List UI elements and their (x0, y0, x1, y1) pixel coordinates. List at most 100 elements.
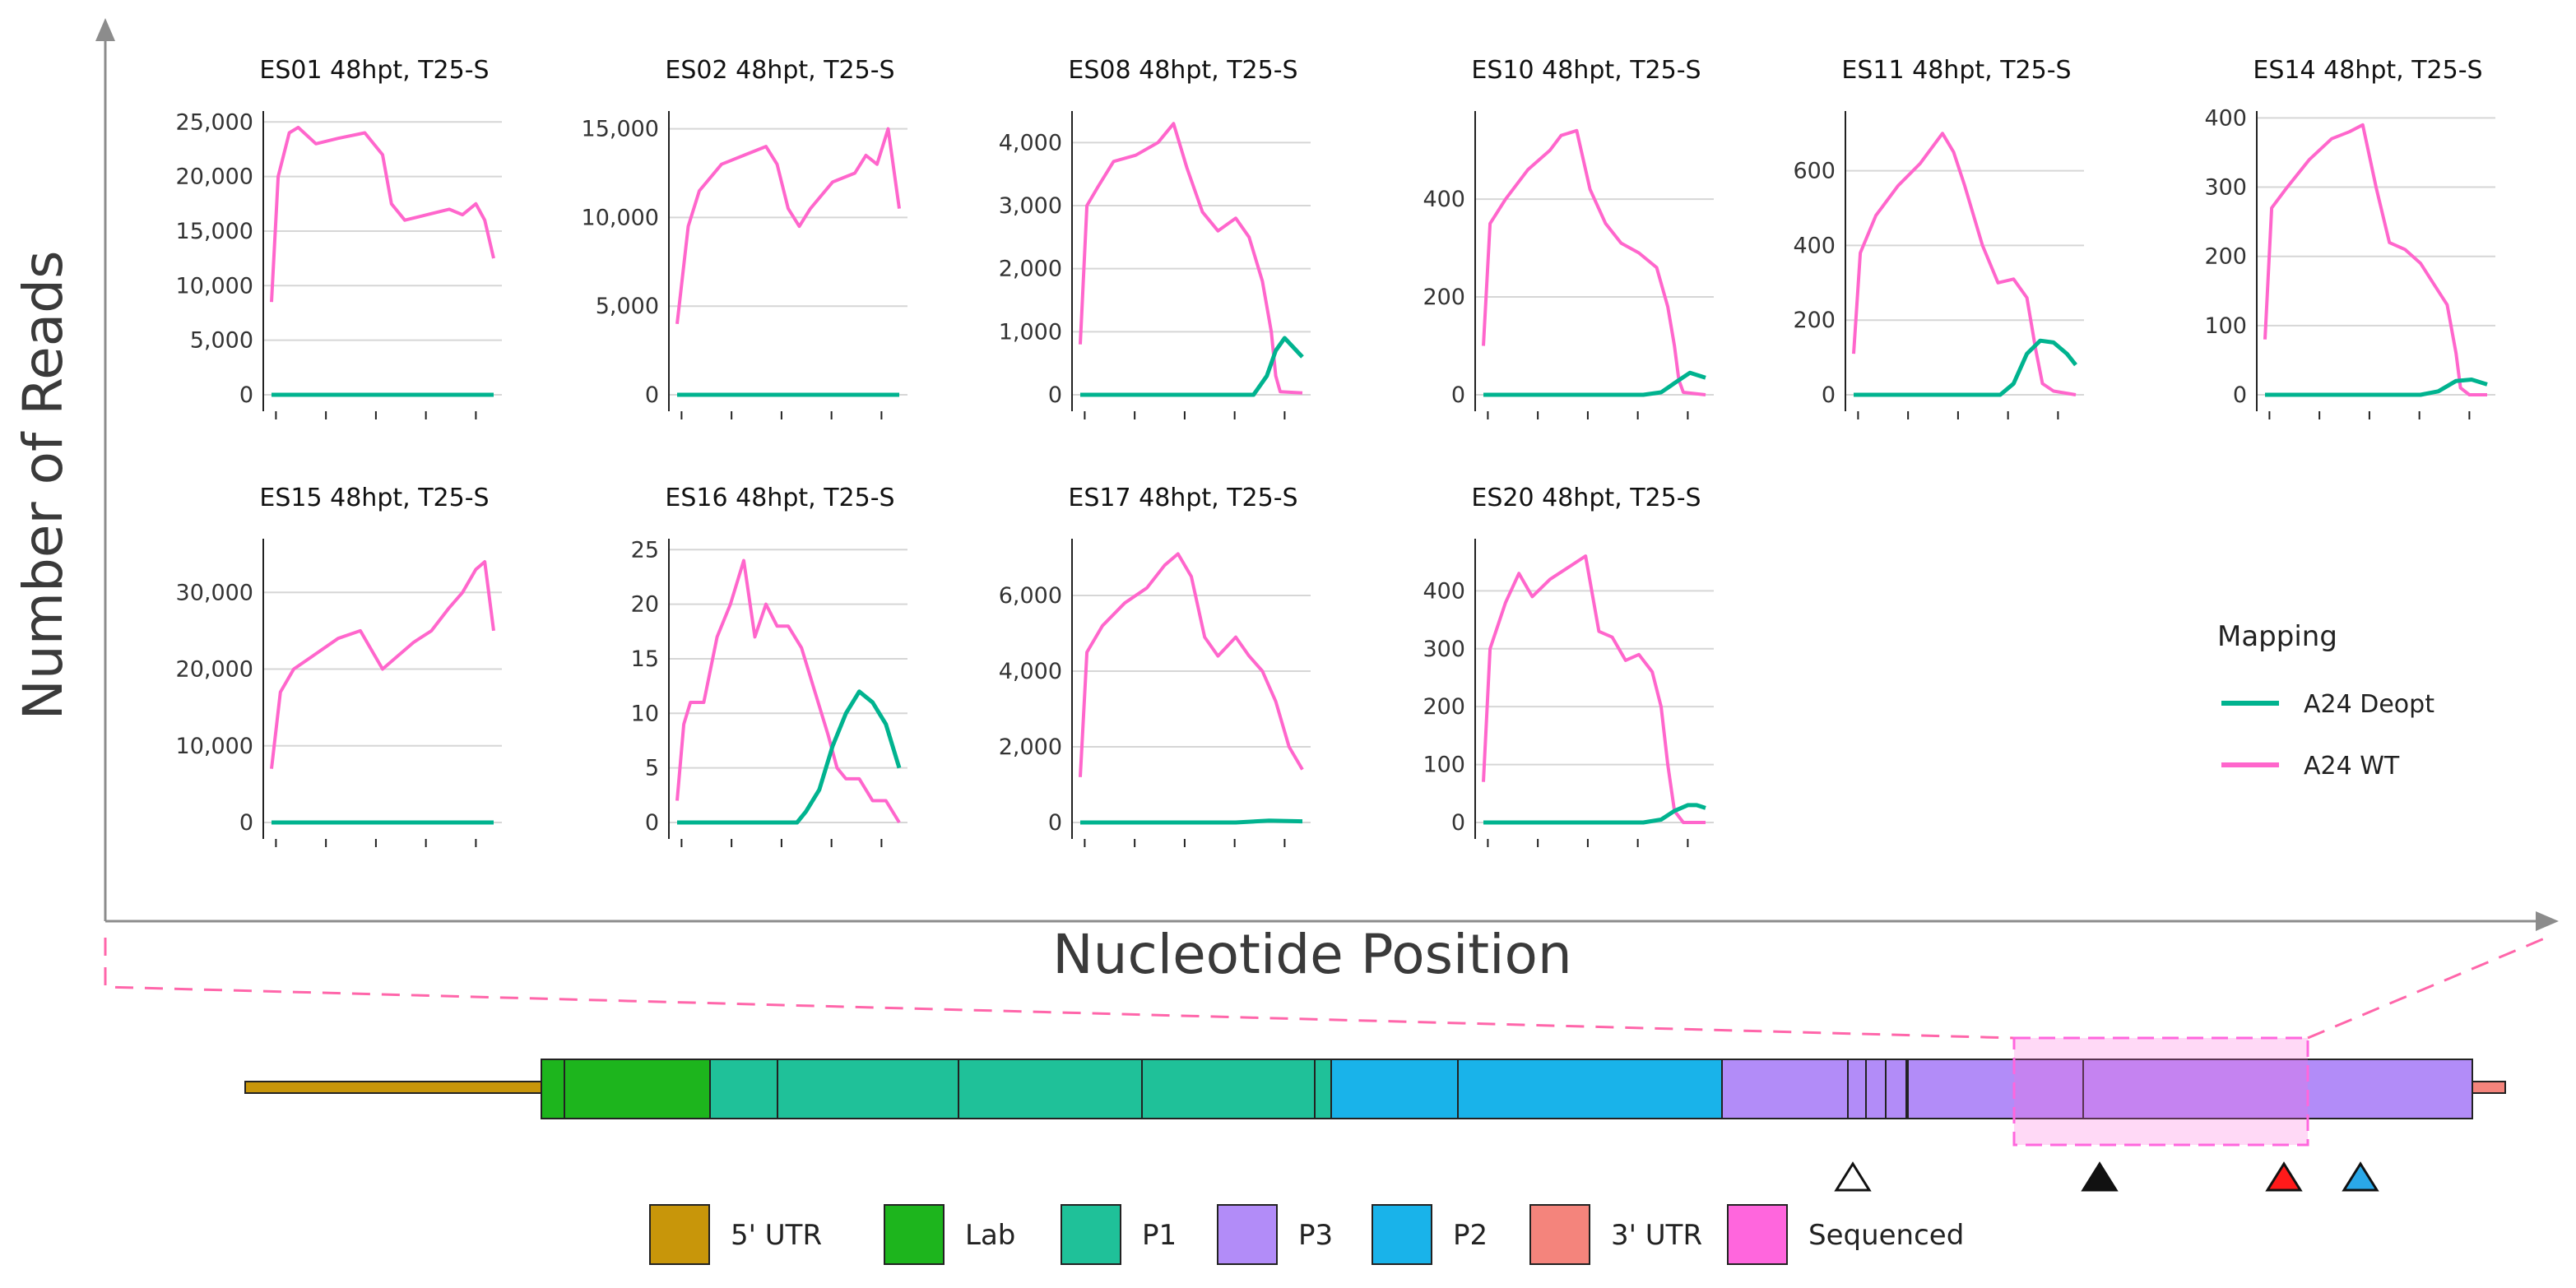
chart-panel: ES08 48hpt, T25-S 0 1,000 2,000 3,000 4,000 (999, 56, 1311, 419)
y-tick-label: 10,000 (176, 273, 253, 299)
series-line-deopt (1080, 818, 1303, 825)
y-tick-label: 400 (1423, 578, 1465, 604)
y-tick-label: 15 (631, 646, 659, 672)
series-line-wt (1482, 128, 1706, 396)
key-label: P3 (1298, 1219, 1333, 1252)
y-tick-label: 200 (1793, 308, 1836, 333)
y-tick-label: 0 (239, 382, 253, 408)
x-axis-title: Nucleotide Position (1052, 923, 1571, 986)
key-label: Lab (965, 1219, 1015, 1252)
panel-title: ES10 48hpt, T25-S (1471, 56, 1701, 85)
series-line-wt (270, 125, 495, 303)
panel-title: ES02 48hpt, T25-S (665, 56, 894, 85)
chart-panel: ES02 48hpt, T25-S 0 5,000 10,000 15,000 (582, 56, 907, 419)
key-label: P2 (1453, 1219, 1488, 1252)
key-label: 3' UTR (1611, 1219, 1702, 1252)
y-tick-label: 20,000 (176, 164, 253, 190)
series-line-deopt (677, 689, 902, 825)
zoom-guide-right (2307, 936, 2547, 1040)
y-tick-label: 0 (1822, 382, 1836, 408)
series-line-wt (675, 127, 901, 325)
chart-panel: ES17 48hpt, T25-S 0 2,000 4,000 6,000 (999, 484, 1311, 847)
legend-title: Mapping (2217, 620, 2337, 653)
y-tick-label: 10,000 (176, 734, 253, 759)
y-tick-label: 0 (1451, 382, 1465, 408)
panel-title: ES16 48hpt, T25-S (665, 484, 894, 512)
y-tick-label: 5 (645, 756, 659, 781)
legend-label-deopt: A24 Deopt (2304, 690, 2434, 719)
genome-p2 (1330, 1059, 1723, 1119)
y-tick-label: 5,000 (190, 328, 253, 354)
key-swatch (1217, 1204, 1278, 1265)
y-tick-label: 25 (631, 537, 659, 563)
y-tick-label: 0 (2233, 382, 2247, 408)
y-tick-label: 200 (2204, 244, 2247, 270)
y-tick-label: 400 (1423, 187, 1465, 212)
open-triangle-marker (1834, 1161, 1872, 1192)
outer-axes: Number of Reads Nucleotide Position (12, 18, 2559, 986)
series-line-deopt (2265, 378, 2488, 397)
y-tick-label: 400 (1793, 233, 1836, 258)
genome-p1 (709, 1059, 1332, 1119)
series-line-wt (1852, 132, 2077, 396)
legend: Mapping A24 Deopt A24 WT (2217, 620, 2434, 781)
y-tick-label: 100 (2204, 313, 2247, 339)
y-tick-label: 6,000 (999, 583, 1062, 609)
y-tick-label: 30,000 (176, 580, 253, 605)
panel-grid: ES01 48hpt, T25-S 0 5,000 10,000 15,000 20,00… (176, 56, 2495, 847)
series-line-deopt (1483, 370, 1706, 397)
genome-sequenced-region (2012, 1036, 2309, 1147)
blue-triangle-marker (2342, 1161, 2379, 1192)
chart-panel: ES20 48hpt, T25-S 0 100 200 300 400 (1423, 484, 1714, 847)
legend-label-wt: A24 WT (2304, 752, 2400, 781)
y-tick-label: 400 (2204, 105, 2247, 131)
y-tick-label: 0 (1048, 810, 1062, 836)
key-swatch (649, 1204, 710, 1265)
y-tick-label: 600 (1793, 159, 1836, 184)
panel-title: ES11 48hpt, T25-S (1841, 56, 2071, 85)
y-tick-label: 0 (1451, 810, 1465, 836)
y-tick-label: 1,000 (999, 319, 1062, 345)
y-tick-label: 10 (631, 701, 659, 726)
chart-panel: ES01 48hpt, T25-S 0 5,000 10,000 15,000 20,00… (176, 56, 502, 419)
key-swatch (1061, 1204, 1121, 1265)
y-tick-label: 20,000 (176, 657, 253, 683)
y-tick-label: 300 (1423, 637, 1465, 662)
key-swatch (884, 1204, 945, 1265)
genome-lab (541, 1059, 711, 1119)
key-swatch (1372, 1204, 1432, 1265)
chart-panel: ES15 48hpt, T25-S 0 10,000 20,000 30,000 (176, 484, 502, 847)
series-line-deopt (1483, 803, 1706, 825)
zoom-guide-left (104, 938, 2015, 1040)
series-line-wt (270, 560, 495, 769)
y-tick-label: 0 (645, 810, 659, 836)
y-tick-label: 200 (1423, 285, 1465, 310)
y-tick-label: 10,000 (582, 205, 659, 230)
chart-panel: ES14 48hpt, T25-S 0 100 200 300 400 (2204, 56, 2495, 419)
chart-panel: ES11 48hpt, T25-S 0 200 400 600 (1793, 56, 2084, 419)
key-label: P1 (1142, 1219, 1177, 1252)
outer-y-axis-arrow (95, 18, 115, 41)
genome-5utr (244, 1081, 542, 1094)
y-tick-label: 0 (239, 810, 253, 836)
chart-panel: ES16 48hpt, T25-S 0 5 10 15 20 25 (631, 484, 907, 847)
key-label: Sequenced (1808, 1219, 1964, 1252)
y-tick-label: 100 (1423, 753, 1465, 778)
panel-title: ES08 48hpt, T25-S (1068, 56, 1297, 85)
outer-x-axis-arrow (2536, 911, 2559, 931)
series-line-deopt (1080, 336, 1304, 397)
series-line-deopt (1854, 338, 2077, 397)
y-tick-label: 200 (1423, 694, 1465, 720)
y-tick-label: 2,000 (999, 257, 1062, 282)
genome-key: 5' UTR Lab P1 P3 P2 3' UTR Sequenced (649, 1204, 1964, 1265)
series-line-wt (2263, 123, 2487, 396)
key-swatch (1529, 1204, 1590, 1265)
y-tick-label: 15,000 (176, 219, 253, 244)
key-label: 5' UTR (731, 1219, 822, 1252)
genome-map (244, 1036, 2506, 1192)
panel-title: ES15 48hpt, T25-S (259, 484, 489, 512)
y-tick-label: 3,000 (999, 193, 1062, 219)
chart-panel: ES10 48hpt, T25-S 0 200 400 (1423, 56, 1714, 419)
y-tick-label: 0 (645, 382, 659, 408)
